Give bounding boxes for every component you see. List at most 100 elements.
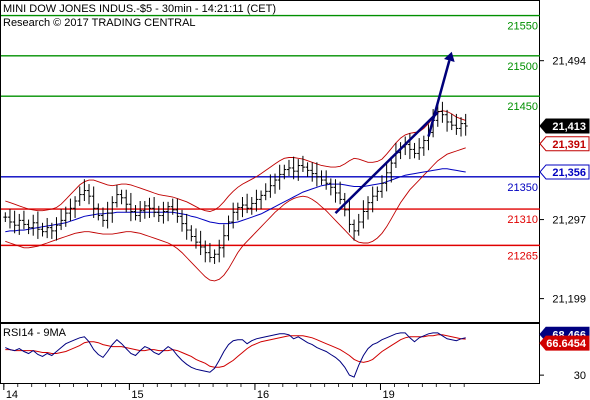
price-bar (226, 215, 231, 241)
price-bar (440, 101, 445, 123)
price-bar (114, 184, 119, 208)
price-bar (152, 196, 157, 218)
price-bar (31, 214, 36, 236)
price-bar (175, 198, 180, 223)
price-bar (96, 203, 101, 221)
rsi-tag-rsi-ma-label: 66.6454 (546, 338, 587, 350)
price-bar (133, 205, 138, 221)
x-tick-label: 16 (257, 389, 269, 400)
price-bar (180, 209, 185, 232)
price-bar (198, 230, 203, 256)
price-bar (68, 198, 73, 222)
price-tag-moving-average-shape (539, 164, 590, 180)
price-bar (245, 193, 250, 214)
price-bar (375, 186, 380, 202)
price-bar (259, 190, 264, 210)
price-bar (87, 184, 92, 205)
price-bar (366, 196, 371, 220)
price-bar (73, 196, 78, 218)
price-bar (217, 239, 222, 263)
price-bar (77, 186, 82, 206)
price-bar (184, 213, 189, 240)
price-bar (231, 202, 236, 229)
y-tick-label: 21,494 (552, 56, 586, 68)
level-label-r1: 21450 (507, 101, 538, 113)
y-tick-label: 21,199 (552, 294, 586, 306)
price-bar (384, 161, 389, 192)
price-bar (254, 189, 259, 212)
price-tag-moving-average-label: 21,356 (552, 167, 586, 179)
price-panel-frame (0, 0, 540, 323)
price-bar (314, 162, 319, 187)
price-bar (407, 133, 412, 160)
price-bar (128, 192, 133, 222)
rsi-layer (5, 332, 466, 378)
price-bar (170, 198, 175, 215)
chart-title: MINI DOW JONES INDUS.-$5 - 30min - 14:21… (3, 3, 276, 15)
price-bar (421, 135, 426, 156)
level-label-s1: 21310 (507, 214, 538, 226)
x-tick-label: 15 (131, 389, 143, 400)
price-bar (49, 222, 54, 239)
x-axis: 14 15 16 19 (3, 384, 465, 400)
price-bar (17, 213, 22, 235)
price-bar (189, 225, 194, 242)
level-label-r3: 21550 (507, 21, 538, 33)
level-label-pivot: 21350 (507, 182, 538, 194)
rsi-y-tick-label: 30 (574, 370, 586, 382)
price-bar (142, 201, 147, 219)
price-bar (347, 200, 352, 233)
price-bar (26, 219, 31, 235)
price-bar (296, 159, 301, 181)
price-bar (105, 201, 110, 229)
price-tag-last-shape (539, 118, 590, 134)
price-bar (319, 170, 324, 185)
chart-copyright: Research © 2017 TRADING CENTRAL (3, 17, 196, 29)
price-bar (352, 219, 357, 241)
price-tag-bollinger-mid-shape (539, 136, 590, 152)
price-bar (286, 159, 291, 177)
price-bar (3, 212, 8, 222)
price-bar (459, 117, 464, 137)
price-bar (110, 196, 115, 223)
price-bar (449, 113, 454, 131)
price-bar (249, 196, 254, 215)
trend-line (334, 111, 439, 215)
price-bar (361, 200, 366, 229)
target-arrow-head (444, 51, 455, 62)
price-bar (324, 170, 329, 190)
rsi-panel-frame (0, 323, 540, 384)
price-bar (207, 242, 212, 263)
price-bar (445, 109, 450, 132)
price-bar (193, 228, 198, 249)
price-bar (166, 201, 171, 222)
price-bar (21, 210, 26, 230)
price-bar (268, 174, 273, 198)
arrow-layer (334, 51, 455, 215)
y-tick-label: 21,297 (552, 215, 586, 227)
price-tag-last: 21,413 (539, 118, 590, 134)
price-bar (338, 181, 343, 205)
price-bar (463, 113, 468, 136)
price-bar (300, 155, 305, 172)
price-tag-bollinger-mid: 21,391 (539, 136, 590, 152)
price-bar (45, 217, 50, 239)
price-bar (389, 156, 394, 183)
price-bar (203, 240, 208, 263)
price-bar (291, 156, 296, 180)
price-bar (40, 222, 45, 237)
price-bar (277, 164, 282, 190)
price-bar (282, 164, 287, 180)
price-bar (328, 178, 333, 196)
bollinger-upper-band (5, 110, 466, 212)
price-bar (7, 209, 12, 229)
price-tag-moving-average: 21,356 (539, 164, 590, 180)
price-bar (35, 211, 40, 239)
price-bar (379, 175, 384, 198)
price-bar (147, 197, 152, 218)
x-tick-label: 14 (6, 389, 18, 400)
